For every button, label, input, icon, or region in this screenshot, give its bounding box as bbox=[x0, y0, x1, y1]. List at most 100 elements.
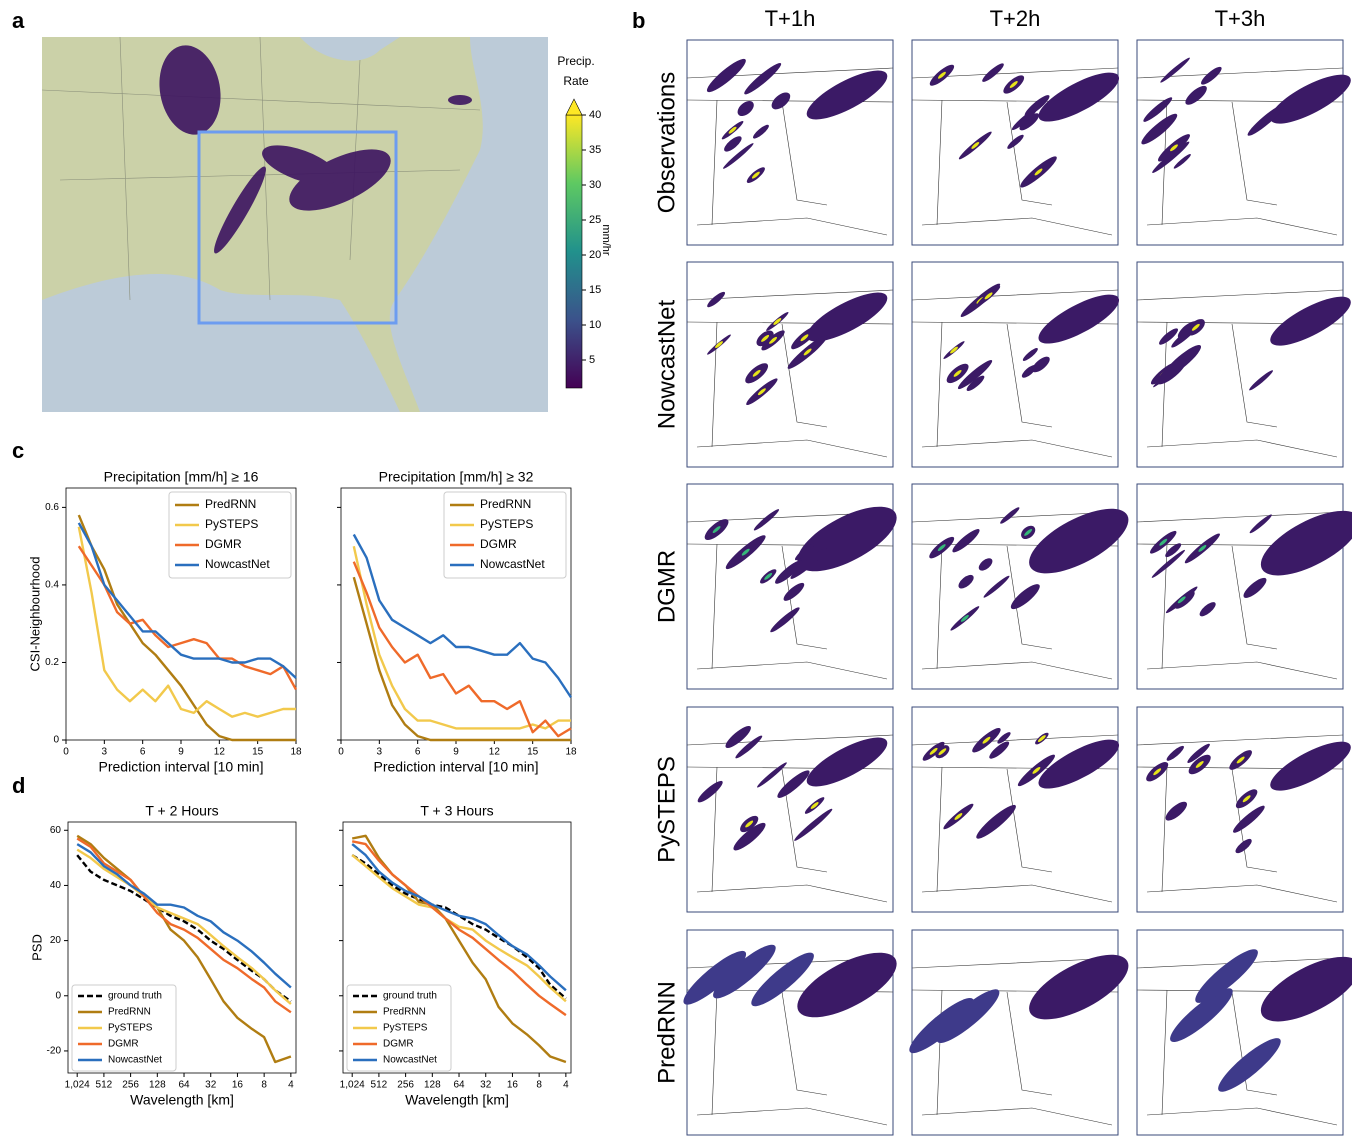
legend-label: NowcastNet bbox=[480, 557, 545, 571]
x-tick-label: 3 bbox=[377, 747, 383, 758]
colorbar bbox=[565, 114, 583, 389]
precip-core bbox=[1195, 761, 1204, 768]
series-line bbox=[351, 843, 567, 992]
precip-core bbox=[803, 348, 812, 356]
column-header: T+2h bbox=[990, 6, 1041, 31]
legend-label: DGMR bbox=[108, 1039, 139, 1050]
precip-cell bbox=[790, 548, 827, 579]
plot-frame bbox=[342, 821, 572, 1074]
state-border bbox=[1136, 289, 1344, 458]
precip-cell bbox=[1011, 109, 1037, 131]
column-header: T+3h bbox=[1215, 6, 1266, 31]
precip-core bbox=[715, 341, 723, 349]
state-border bbox=[911, 511, 1119, 680]
series-line bbox=[352, 576, 571, 742]
series-line bbox=[76, 848, 292, 1005]
precip-cell bbox=[958, 574, 974, 589]
precip-cell bbox=[966, 375, 985, 391]
series-line bbox=[351, 854, 567, 1003]
precip-core bbox=[751, 171, 760, 179]
x-tick-label: 16 bbox=[232, 1080, 244, 1091]
precip-core bbox=[761, 334, 770, 342]
legend-label: PredRNN bbox=[205, 497, 256, 511]
y-tick-label: 40 bbox=[50, 880, 62, 891]
x-tick-label: 6 bbox=[140, 747, 146, 758]
precip-core bbox=[1159, 538, 1168, 546]
precip-cell bbox=[1218, 1038, 1281, 1092]
precip-core bbox=[769, 336, 778, 344]
precip-cell bbox=[1141, 113, 1178, 145]
legend-label: PySTEPS bbox=[108, 1023, 153, 1034]
map bbox=[42, 37, 548, 412]
precip-cell bbox=[1247, 104, 1285, 136]
precip-cell bbox=[757, 762, 787, 788]
legend-label: NowcastNet bbox=[205, 557, 270, 571]
precip-core bbox=[1037, 735, 1046, 742]
precip-cell bbox=[737, 101, 754, 116]
row-label: Observations bbox=[653, 72, 680, 213]
x-tick-label: 128 bbox=[424, 1080, 441, 1091]
x-tick-label: 18 bbox=[290, 747, 302, 758]
precip-cell bbox=[713, 944, 776, 999]
x-tick-label: 128 bbox=[149, 1080, 166, 1091]
precip-cell bbox=[989, 741, 1010, 759]
x-axis-label: Prediction interval [10 min] bbox=[374, 759, 539, 775]
x-tick-label: 9 bbox=[178, 747, 184, 758]
precip-core bbox=[752, 369, 761, 377]
series-line bbox=[76, 837, 292, 1014]
legend-label: DGMR bbox=[383, 1039, 414, 1050]
x-tick-label: 15 bbox=[527, 747, 539, 758]
precip-cell bbox=[1165, 543, 1182, 558]
series-line bbox=[76, 854, 292, 1003]
precip-cell bbox=[1170, 988, 1233, 1042]
legend-label: PySTEPS bbox=[480, 517, 533, 531]
y-tick-label: -20 bbox=[47, 1046, 62, 1057]
x-tick-label: 256 bbox=[122, 1080, 139, 1091]
forecast-cell bbox=[686, 706, 894, 913]
precip-cell bbox=[1195, 949, 1258, 1003]
state-border bbox=[1136, 734, 1344, 903]
precip-mass bbox=[1038, 72, 1120, 122]
precip-core bbox=[929, 747, 938, 755]
precip-core bbox=[712, 526, 721, 534]
precip-core bbox=[757, 388, 766, 396]
x-tick-label: 12 bbox=[214, 747, 226, 758]
precip-cell bbox=[983, 575, 1010, 598]
x-tick-label: 8 bbox=[261, 1080, 267, 1091]
precip-core bbox=[764, 572, 773, 580]
colorbar-tick-label: 10 bbox=[589, 319, 601, 331]
x-tick-label: 1,024 bbox=[65, 1080, 90, 1091]
precip-mass bbox=[806, 292, 888, 342]
precip-mass bbox=[1029, 954, 1129, 1020]
precip-cell bbox=[936, 989, 1000, 1043]
precip-cell bbox=[777, 770, 810, 798]
precip-core bbox=[1170, 144, 1178, 152]
precip-cell bbox=[1151, 549, 1185, 578]
precip-cell bbox=[751, 952, 814, 1007]
precip-core bbox=[1153, 768, 1162, 776]
colorbar-title: Rate bbox=[563, 74, 589, 88]
y-tick-label: 60 bbox=[50, 825, 62, 836]
precip-core bbox=[1024, 528, 1033, 536]
precip-cell bbox=[1007, 134, 1024, 149]
precip-cell bbox=[1157, 358, 1187, 385]
legend-label: ground truth bbox=[108, 991, 162, 1002]
series-line bbox=[77, 522, 297, 679]
forecast-cell bbox=[1136, 483, 1344, 690]
y-tick-label: 0.2 bbox=[45, 657, 59, 668]
legend-label: PySTEPS bbox=[205, 517, 258, 531]
colorbar-tick-label: 40 bbox=[589, 109, 601, 121]
x-tick-label: 18 bbox=[565, 747, 577, 758]
x-axis-label: Wavelength [km] bbox=[130, 1092, 234, 1108]
x-tick-label: 9 bbox=[453, 747, 459, 758]
state-border bbox=[686, 734, 894, 903]
precip-cell bbox=[1249, 370, 1273, 391]
row-label: DGMR bbox=[653, 550, 680, 623]
precip-cell bbox=[1249, 514, 1272, 534]
y-tick-label: 0 bbox=[53, 735, 59, 746]
precip-cell bbox=[1000, 507, 1020, 524]
series-line bbox=[351, 840, 567, 1017]
x-tick-label: 3 bbox=[102, 747, 108, 758]
precip-mass bbox=[1029, 508, 1129, 574]
x-tick-label: 64 bbox=[178, 1080, 190, 1091]
